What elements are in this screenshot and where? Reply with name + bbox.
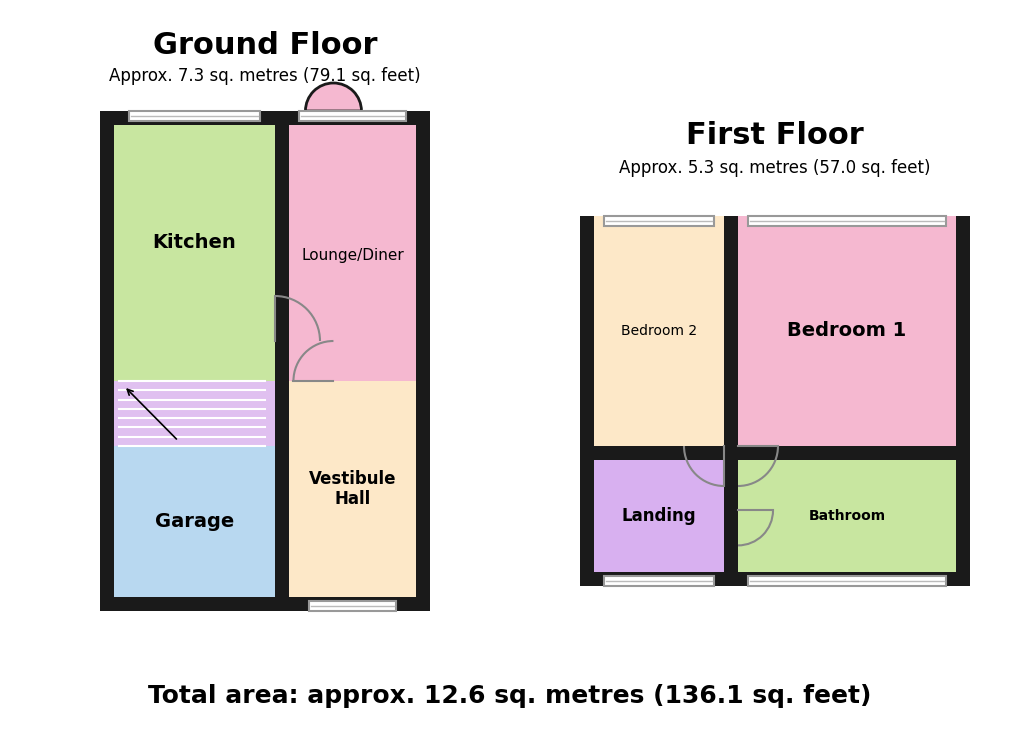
Bar: [593, 216, 723, 446]
Text: Total area: approx. 12.6 sq. metres (136.1 sq. feet): Total area: approx. 12.6 sq. metres (136…: [148, 684, 871, 708]
Text: Lounge/Diner: Lounge/Diner: [301, 248, 404, 263]
Bar: [114, 381, 275, 446]
Text: Approx. 7.3 sq. metres (79.1 sq. feet): Approx. 7.3 sq. metres (79.1 sq. feet): [109, 67, 421, 85]
Text: Landing: Landing: [621, 507, 696, 525]
Bar: [114, 125, 275, 381]
Bar: [100, 111, 430, 611]
Text: Kitchen: Kitchen: [153, 233, 236, 253]
Text: Bedroom 2: Bedroom 2: [621, 324, 696, 338]
Text: First Floor: First Floor: [686, 122, 863, 150]
Bar: [580, 216, 969, 586]
Bar: [593, 460, 723, 572]
Text: Approx. 5.3 sq. metres (57.0 sq. feet): Approx. 5.3 sq. metres (57.0 sq. feet): [619, 159, 930, 177]
Bar: [738, 460, 955, 572]
Bar: [603, 576, 713, 586]
Bar: [309, 601, 395, 611]
Bar: [100, 111, 430, 611]
Text: Bathroom: Bathroom: [808, 509, 884, 523]
Wedge shape: [305, 83, 361, 111]
Bar: [288, 125, 416, 446]
Text: Vestibule
Hall: Vestibule Hall: [309, 470, 395, 508]
Bar: [128, 111, 260, 121]
Bar: [738, 216, 955, 446]
Bar: [288, 381, 416, 597]
Bar: [747, 216, 945, 226]
Bar: [603, 216, 713, 226]
Text: Bedroom 1: Bedroom 1: [787, 322, 906, 341]
Bar: [299, 111, 406, 121]
Bar: [114, 446, 275, 597]
Text: Garage: Garage: [155, 512, 234, 531]
Bar: [747, 576, 945, 586]
Text: Ground Floor: Ground Floor: [153, 32, 377, 61]
